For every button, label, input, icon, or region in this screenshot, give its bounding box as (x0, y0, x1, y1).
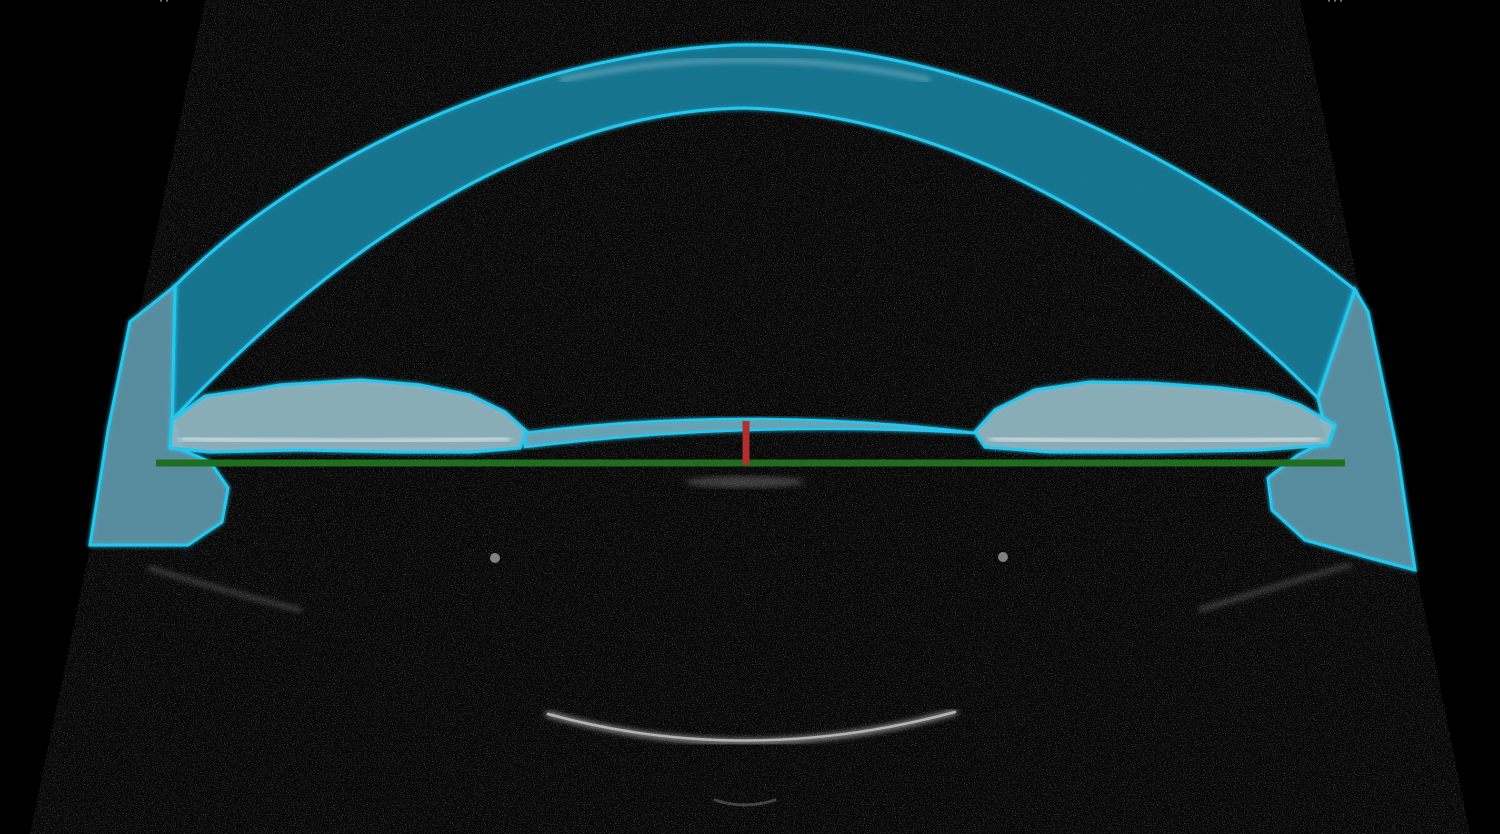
left-ciliary-echo (148, 566, 302, 612)
corneal-reflex (559, 58, 931, 82)
iris-segment-icon (168, 378, 1337, 454)
lens-reflex-icon (523, 417, 976, 449)
left-iris-pigment (179, 435, 511, 444)
right-iris-pigment (989, 435, 1321, 444)
posterior-echoes (148, 476, 1352, 807)
right-ciliary-echo (1198, 563, 1352, 612)
corner-mark-left: '' (158, 0, 171, 8)
left-echo-dot (490, 553, 500, 563)
right-iris-region (973, 380, 1337, 454)
posterior-lens-line (546, 710, 957, 742)
left-iris-region (168, 378, 529, 454)
bottom-echo (713, 798, 777, 807)
anterior-lens-echo (685, 476, 805, 488)
corner-mark-right: ''' (1326, 0, 1345, 8)
right-echo-dot (998, 552, 1008, 562)
